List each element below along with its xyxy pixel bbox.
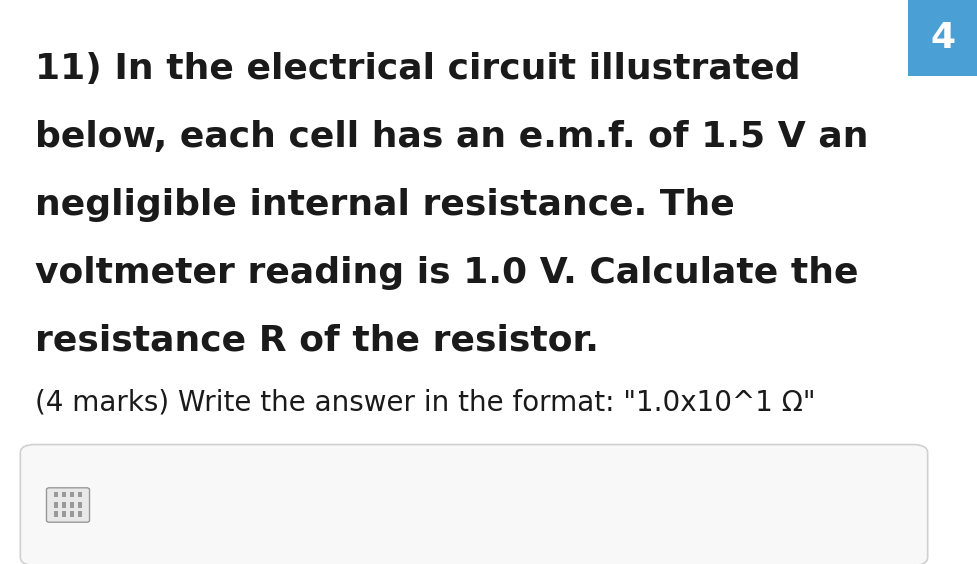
- FancyBboxPatch shape: [78, 503, 82, 508]
- FancyBboxPatch shape: [21, 444, 927, 564]
- FancyBboxPatch shape: [907, 0, 977, 76]
- Text: 4: 4: [929, 21, 955, 55]
- FancyBboxPatch shape: [70, 512, 74, 517]
- FancyBboxPatch shape: [78, 492, 82, 497]
- Text: below, each cell has an e.m.f. of 1.5 V an: below, each cell has an e.m.f. of 1.5 V …: [35, 120, 868, 154]
- Text: (4 marks) Write the answer in the format: "1.0x10^1 Ω": (4 marks) Write the answer in the format…: [35, 388, 815, 416]
- FancyBboxPatch shape: [55, 492, 59, 497]
- FancyBboxPatch shape: [55, 512, 59, 517]
- Text: 11) In the electrical circuit illustrated: 11) In the electrical circuit illustrate…: [35, 52, 800, 86]
- Text: resistance R of the resistor.: resistance R of the resistor.: [35, 324, 598, 358]
- FancyBboxPatch shape: [55, 503, 59, 508]
- FancyBboxPatch shape: [70, 503, 74, 508]
- Text: Your Answer: Your Answer: [105, 492, 267, 518]
- FancyBboxPatch shape: [70, 492, 74, 497]
- FancyBboxPatch shape: [63, 503, 66, 508]
- Text: voltmeter reading is 1.0 V. Calculate the: voltmeter reading is 1.0 V. Calculate th…: [35, 256, 858, 290]
- FancyBboxPatch shape: [63, 492, 66, 497]
- FancyBboxPatch shape: [63, 512, 66, 517]
- FancyBboxPatch shape: [78, 512, 82, 517]
- FancyBboxPatch shape: [47, 488, 90, 522]
- Text: negligible internal resistance. The: negligible internal resistance. The: [35, 188, 734, 222]
